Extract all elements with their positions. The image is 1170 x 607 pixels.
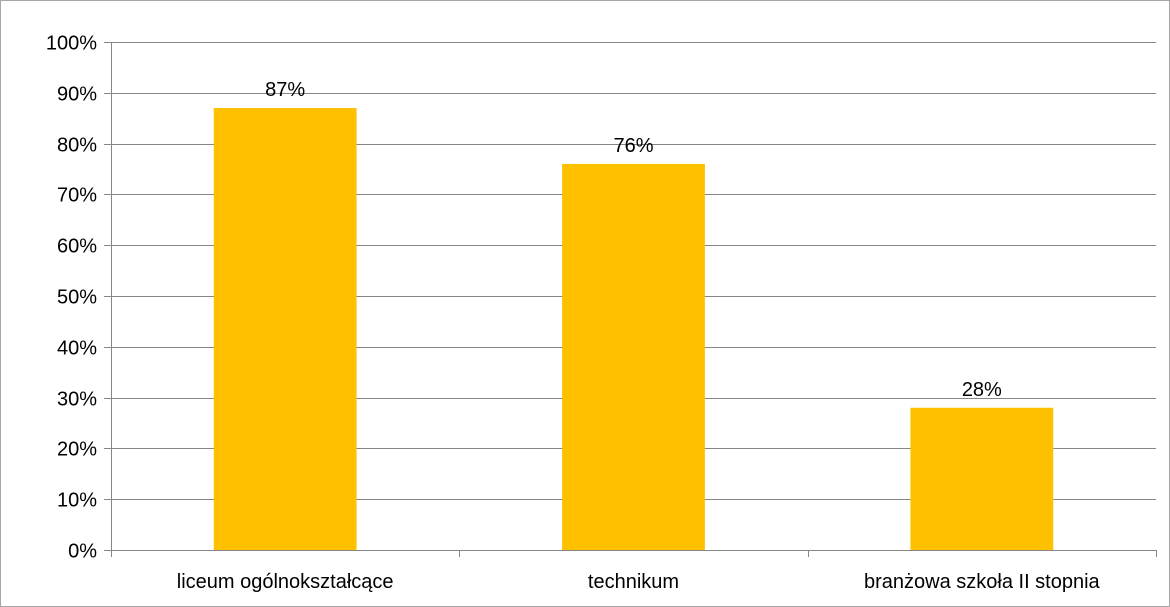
- y-axis-tick-labels: 0% 10% 20% 30% 40% 50% 60% 70% 80% 90% 100%: [46, 33, 97, 563]
- x-axis-category-labels: liceum ogólnokształcące technikum branżowa…: [177, 571, 1101, 593]
- y-tick-label: 100%: [46, 33, 97, 55]
- bar: [562, 163, 705, 551]
- y-tick-label: 70%: [57, 185, 97, 207]
- x-category-label: liceum ogólnokształcące: [177, 571, 394, 593]
- data-labels: 87% 76% 28%: [265, 79, 1002, 401]
- bar-data-label: 76%: [613, 135, 653, 157]
- bar: [910, 407, 1054, 550]
- bar-data-label: 28%: [962, 379, 1002, 401]
- y-tick-label: 20%: [57, 439, 97, 461]
- bar-data-label: 87%: [265, 79, 305, 101]
- x-category-label: technikum: [588, 571, 679, 593]
- y-tick-label: 60%: [57, 236, 97, 258]
- y-tick-label: 80%: [57, 135, 97, 157]
- bars: [213, 108, 1054, 551]
- y-tick-label: 90%: [57, 84, 97, 106]
- bar: [213, 108, 357, 550]
- y-tick-label: 10%: [57, 490, 97, 512]
- axes: [104, 42, 1157, 557]
- y-tick-label: 40%: [57, 338, 97, 360]
- x-category-label: branżowa szkoła II stopnia: [864, 571, 1101, 593]
- y-tick-label: 50%: [57, 287, 97, 309]
- y-tick-label: 0%: [68, 541, 97, 563]
- y-tick-label: 30%: [57, 389, 97, 411]
